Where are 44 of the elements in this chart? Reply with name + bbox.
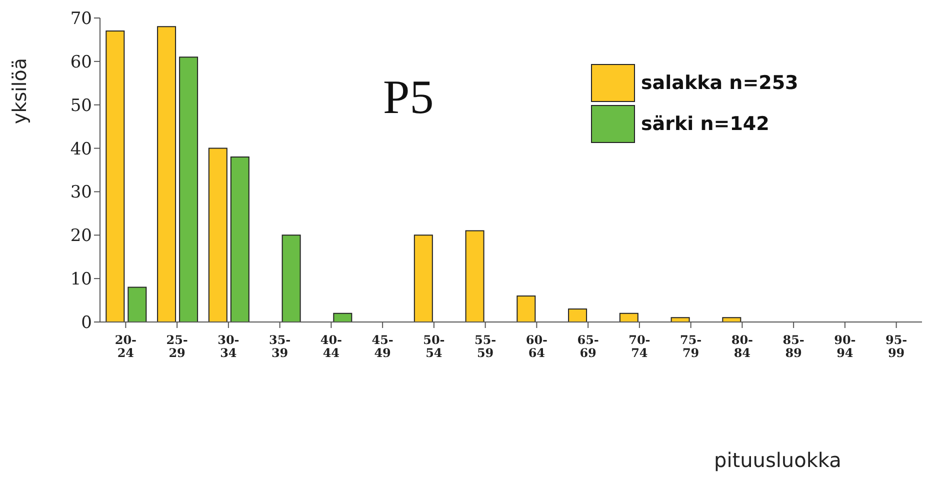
x-tick-label: 85-89 [782,333,804,360]
bar [722,317,742,322]
x-tick-label: 75-79 [680,333,702,360]
x-tick-label: 45-49 [372,333,394,360]
bar [333,312,352,322]
legend-label: särki n=142 [641,112,770,134]
y-tick-label: 20 [70,226,92,246]
x-tick-label: 60-64 [526,333,548,360]
bar [619,312,638,322]
bar [208,148,228,322]
y-tick-label: 70 [70,9,92,30]
y-tick-label: 0 [81,313,92,334]
y-tick-label: 60 [70,52,92,72]
bar [282,234,301,322]
x-tick-label: 55-59 [474,333,496,360]
x-tick-label: 95-99 [885,333,908,360]
bar [568,308,588,322]
x-tick-label: 30-34 [218,333,240,360]
x-tick-label: 35-39 [268,333,291,360]
x-tick-label: 70-74 [628,333,650,360]
bar [230,156,250,322]
x-axis-title: pituusluokka [714,448,842,472]
y-axis-title: yksilöä [9,58,32,124]
bar [670,317,690,322]
bar [179,56,198,322]
bar [106,30,125,322]
y-tick-label: 10 [70,270,92,290]
bar [128,286,147,322]
x-tick-label: 40-44 [320,333,342,360]
bar [157,26,176,322]
y-tick-label: 30 [70,182,92,203]
y-tick-label: 40 [70,139,92,160]
legend-label: salakka n=253 [641,72,798,94]
bar [414,234,433,322]
x-tick-label: 25-29 [166,333,188,360]
y-tick-label: 50 [70,96,92,116]
x-tick-label: 80-84 [731,333,754,360]
bar [516,295,536,322]
x-tick-label: 20-24 [114,333,137,360]
bar [465,230,484,322]
text: P5 [383,70,434,125]
x-tick-label: 90-94 [834,333,856,360]
x-tick-label: 65-69 [577,333,599,360]
x-tick-label: 50-54 [423,333,445,360]
